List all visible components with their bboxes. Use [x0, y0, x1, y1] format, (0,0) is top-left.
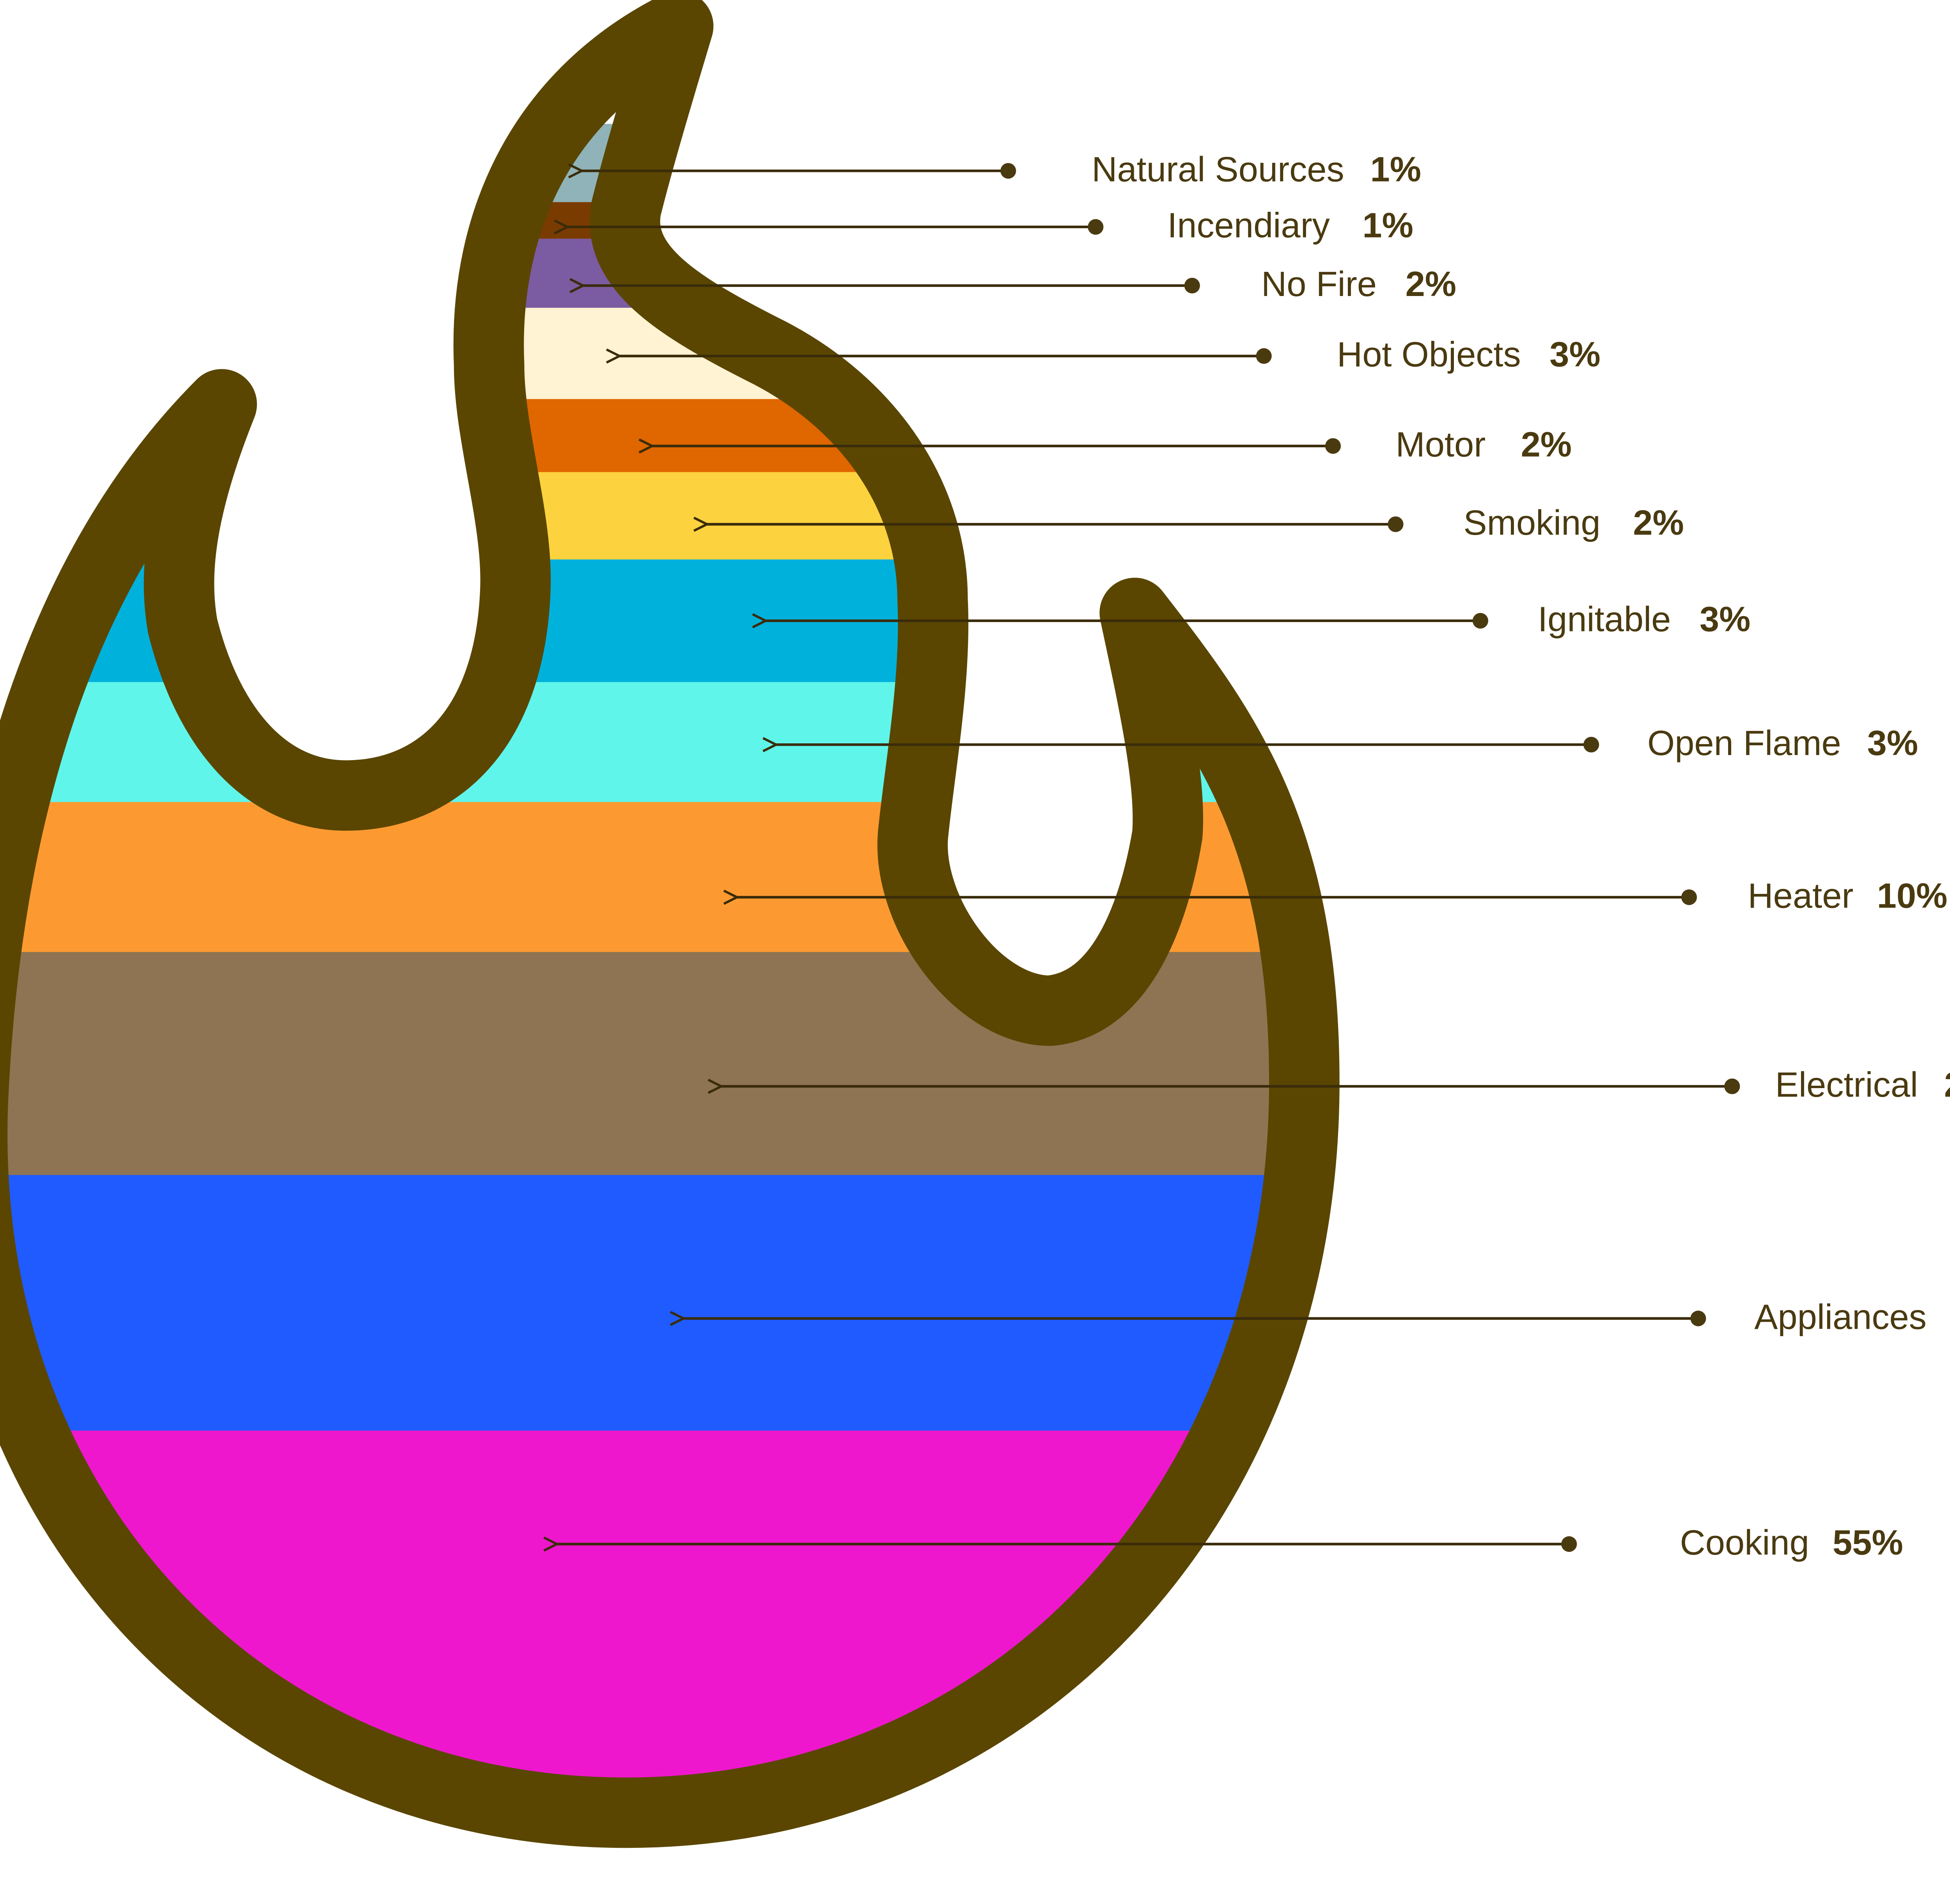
label-open-flame: Open Flame 3% — [1647, 723, 1918, 763]
label-motor: Motor 2% — [1395, 425, 1572, 464]
label-incendiary: Incendiary 1% — [1167, 206, 1413, 245]
leader-dot-ignitable — [1473, 613, 1488, 629]
label-name-natural-sources: Natural Sources — [1092, 150, 1344, 189]
label-value-no-fire: 2% — [1406, 264, 1457, 304]
label-value-smoking: 2% — [1633, 503, 1684, 542]
label-value-electrical: 23% — [1944, 1065, 1950, 1104]
label-value-incendiary: 1% — [1362, 206, 1413, 245]
label-name-no-fire: No Fire — [1261, 264, 1377, 304]
leader-dot-incendiary — [1088, 219, 1103, 235]
label-name-hot-objects: Hot Objects — [1337, 335, 1521, 374]
label-name-appliances: Appliances — [1754, 1297, 1927, 1337]
label-name-open-flame: Open Flame — [1647, 723, 1841, 763]
label-name-electrical: Electrical — [1775, 1065, 1918, 1104]
label-no-fire: No Fire 2% — [1261, 264, 1456, 304]
label-heater: Heater 10% — [1748, 876, 1947, 915]
band-appliances — [0, 1175, 1383, 1432]
leader-dot-electrical — [1724, 1078, 1740, 1094]
label-natural-sources: Natural Sources 1% — [1092, 150, 1421, 189]
leader-dot-hot-objects — [1256, 348, 1272, 364]
label-value-ignitable: 3% — [1700, 599, 1751, 639]
leader-dot-appliances — [1690, 1311, 1706, 1326]
label-value-heater: 10% — [1877, 876, 1948, 915]
label-smoking: Smoking 2% — [1463, 503, 1684, 542]
leader-dot-natural-sources — [1000, 163, 1016, 179]
label-cooking: Cooking 55% — [1680, 1523, 1903, 1562]
leader-dot-cooking — [1561, 1536, 1577, 1552]
label-value-open-flame: 3% — [1867, 723, 1918, 763]
leader-dot-motor — [1325, 438, 1341, 454]
label-electrical: Electrical 23% — [1775, 1065, 1950, 1104]
band-electrical — [0, 952, 1383, 1176]
leader-dot-no-fire — [1184, 278, 1200, 293]
label-value-natural-sources: 1% — [1370, 150, 1422, 189]
leader-dot-smoking — [1388, 516, 1403, 532]
label-name-smoking: Smoking — [1463, 503, 1600, 542]
label-appliances: Appliances28% — [1754, 1297, 1950, 1337]
label-value-cooking: 55% — [1833, 1523, 1903, 1562]
leader-dot-open-flame — [1583, 737, 1599, 752]
label-value-hot-objects: 3% — [1549, 335, 1601, 374]
label-name-cooking: Cooking — [1680, 1523, 1809, 1562]
label-ignitable: Ignitable 3% — [1538, 599, 1750, 639]
label-value-motor: 2% — [1521, 425, 1572, 464]
label-hot-objects: Hot Objects 3% — [1337, 335, 1601, 374]
label-name-incendiary: Incendiary — [1167, 206, 1330, 245]
label-name-heater: Heater — [1748, 876, 1853, 915]
leader-dot-heater — [1681, 889, 1697, 905]
label-name-motor: Motor — [1395, 425, 1486, 464]
label-name-ignitable: Ignitable — [1538, 599, 1671, 639]
